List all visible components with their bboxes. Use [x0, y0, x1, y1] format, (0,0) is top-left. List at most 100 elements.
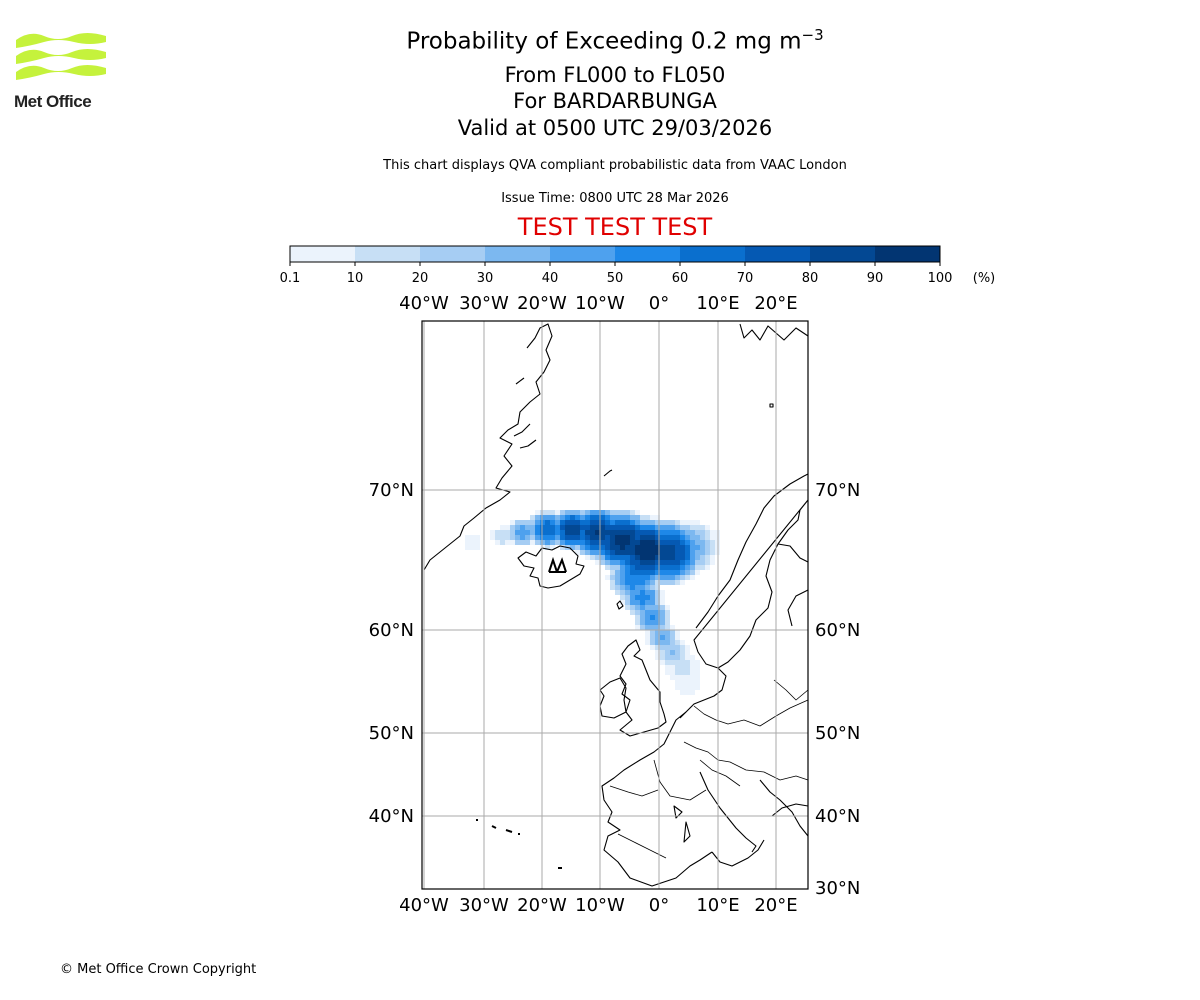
ash-cell [590, 550, 595, 555]
ash-cell [550, 545, 555, 550]
ash-cell [635, 565, 640, 570]
ash-cell [625, 595, 630, 600]
ash-cell [620, 540, 625, 545]
ash-cell [530, 520, 535, 525]
ash-cell [640, 585, 645, 590]
ash-cell [705, 535, 710, 540]
ash-cell [625, 565, 630, 570]
ash-cell [670, 565, 675, 570]
ash-cell [640, 515, 645, 520]
ash-cell [500, 530, 505, 535]
ash-cell [570, 535, 575, 540]
ash-cell [670, 665, 675, 670]
ash-cell [695, 525, 700, 530]
met-office-logo-text: Met Office [14, 92, 92, 111]
ash-cell [670, 530, 675, 535]
ash-cell [675, 670, 680, 675]
ash-cell [640, 615, 645, 620]
ash-cell [550, 530, 555, 535]
ash-cell [565, 530, 570, 535]
ash-cell [495, 535, 500, 540]
ash-cell [635, 560, 640, 565]
ash-cell [695, 660, 700, 665]
ash-cell [705, 550, 710, 555]
ash-cell [680, 530, 685, 535]
ash-cell [690, 535, 695, 540]
ash-cell [545, 540, 550, 545]
colorbar-cell [420, 246, 486, 262]
ash-cell [585, 540, 590, 545]
ash-cell [560, 515, 565, 520]
ash-cell [500, 540, 505, 545]
ash-cell [690, 685, 695, 690]
colorbar-cell [355, 246, 421, 262]
ash-cell [685, 520, 690, 525]
bottom-longitude-label: 10°W [575, 895, 625, 916]
ash-cell [535, 515, 540, 520]
ash-cell [610, 565, 615, 570]
ash-cell [665, 610, 670, 615]
ash-cell [585, 520, 590, 525]
ash-cell [660, 610, 665, 615]
ash-cell [545, 530, 550, 535]
ash-cell [560, 525, 565, 530]
ash-cell [580, 535, 585, 540]
ash-cell [665, 660, 670, 665]
ash-cell [655, 590, 660, 595]
ash-cell [650, 570, 655, 575]
ash-cell [640, 590, 645, 595]
valid-time: Valid at 0500 UTC 29/03/2026 [457, 116, 773, 140]
ash-cell [660, 540, 665, 545]
ash-cell [590, 540, 595, 545]
ash-cell [710, 535, 715, 540]
ash-cell [640, 580, 645, 585]
ash-cell [635, 510, 640, 515]
ash-cell [640, 610, 645, 615]
ash-cell [705, 540, 710, 545]
ash-cell [495, 530, 500, 535]
ash-cell [530, 530, 535, 535]
ash-cell [580, 540, 585, 545]
ash-cell [625, 525, 630, 530]
ash-cell [690, 660, 695, 665]
ash-cell [640, 560, 645, 565]
top-longitude-label: 20°W [517, 293, 567, 314]
ash-cell [540, 525, 545, 530]
top-longitude-label: 20°E [754, 293, 797, 314]
ash-cell [645, 550, 650, 555]
ash-cell [580, 550, 585, 555]
ash-cell [705, 545, 710, 550]
ash-cell [665, 665, 670, 670]
ash-cell [565, 515, 570, 520]
ash-cell [715, 540, 720, 545]
ash-cell [690, 555, 695, 560]
ash-cell [625, 580, 630, 585]
ash-cell [640, 570, 645, 575]
ash-cell [625, 560, 630, 565]
ash-cell [635, 610, 640, 615]
ash-cell [655, 550, 660, 555]
ash-cell [690, 575, 695, 580]
ash-cell [645, 575, 650, 580]
ash-cell [625, 545, 630, 550]
ash-cell [675, 675, 680, 680]
ash-cell [630, 545, 635, 550]
ash-cell [520, 540, 525, 545]
ash-cell [665, 630, 670, 635]
ash-cell [640, 540, 645, 545]
ash-cell [645, 600, 650, 605]
ash-cell [545, 535, 550, 540]
ash-cell [675, 525, 680, 530]
flight-level-range: From FL000 to FL050 [504, 63, 726, 87]
ash-cell [620, 560, 625, 565]
ash-cell [690, 560, 695, 565]
ash-cell [670, 675, 675, 680]
ash-cell [615, 560, 620, 565]
ash-cell [565, 535, 570, 540]
ash-cell [500, 535, 505, 540]
ash-cell [620, 590, 625, 595]
ash-cell [545, 525, 550, 530]
ash-cell [670, 550, 675, 555]
ash-cell [555, 535, 560, 540]
ash-cell [645, 560, 650, 565]
